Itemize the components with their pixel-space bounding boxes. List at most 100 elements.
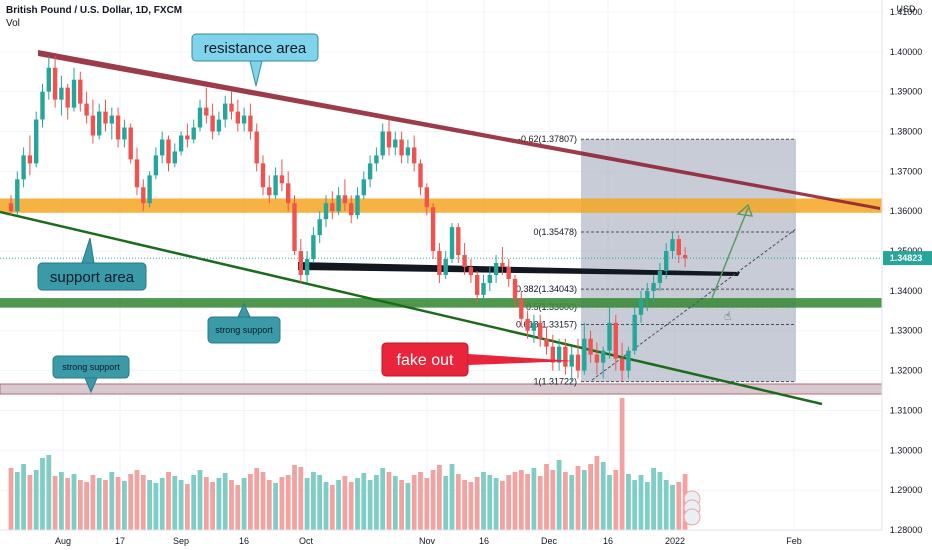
- currency-label: USD: [896, 4, 916, 14]
- volume-bar: [670, 485, 675, 530]
- volume-bar: [185, 484, 190, 530]
- symbol-title[interactable]: British Pound / U.S. Dollar, 1D, FXCM: [6, 5, 183, 16]
- volume-bar: [506, 475, 512, 530]
- volume-bar: [273, 483, 278, 530]
- volume-bar: [525, 474, 530, 530]
- volume-bar: [550, 470, 556, 530]
- volume-bar: [279, 477, 285, 530]
- candle-body: [349, 203, 354, 216]
- candle-body: [424, 187, 429, 208]
- volume-bar: [531, 468, 537, 530]
- volume-bar: [600, 462, 606, 530]
- volume-bar: [71, 474, 77, 530]
- candle-body: [374, 155, 379, 164]
- volume-bar: [317, 475, 323, 530]
- candle-body: [588, 338, 593, 355]
- price-axis-tick: 1.36000: [890, 206, 923, 216]
- volume-indicator-label[interactable]: Vol: [6, 18, 20, 29]
- support-trendline[interactable]: [0, 210, 823, 406]
- candle-body: [664, 251, 669, 271]
- candle-body: [65, 87, 70, 108]
- volume-bar: [260, 472, 266, 530]
- fakeout-callout-pointer: [468, 354, 575, 365]
- volume-bar: [449, 464, 455, 530]
- price-axis-tick: 1.29000: [890, 485, 923, 495]
- volume-bar: [380, 468, 386, 530]
- candle-body: [525, 318, 530, 331]
- volume-bar: [626, 474, 631, 530]
- candle-body: [355, 195, 360, 216]
- price-axis-tick: 1.35000: [890, 246, 923, 256]
- candle-body: [481, 282, 486, 295]
- candle-body: [632, 314, 637, 351]
- price-axis-tick: 1.39000: [890, 87, 923, 97]
- candle-body: [160, 139, 165, 156]
- candle-body: [204, 107, 209, 116]
- volume-bar: [229, 480, 234, 530]
- volume-bar: [311, 472, 316, 530]
- time-axis-tick: Oct: [299, 536, 314, 546]
- volume-bar: [651, 468, 656, 530]
- volume-bar: [361, 473, 367, 530]
- price-axis-tick: 1.30000: [890, 445, 923, 455]
- resistance-callout-label: resistance area: [204, 40, 307, 57]
- time-axis-tick: Aug: [55, 536, 71, 546]
- candle-body: [682, 255, 688, 259]
- strong-support-callout-2-label: strong support: [62, 362, 120, 372]
- price-axis-tick: 1.34000: [890, 286, 923, 296]
- volume-bar: [418, 472, 423, 530]
- volume-bar: [59, 472, 64, 530]
- candle-body: [544, 338, 549, 347]
- volume-bar: [437, 465, 442, 530]
- volume-bar: [266, 480, 272, 530]
- fib-retracement-box[interactable]: [581, 139, 796, 382]
- volume-bar: [216, 478, 222, 530]
- time-axis-tick: Sep: [173, 536, 189, 546]
- volume-bar: [544, 464, 549, 530]
- volume-bar: [581, 470, 587, 530]
- price-axis-tick: 1.41000: [890, 7, 923, 17]
- candle-body: [178, 135, 184, 152]
- candle-body: [619, 358, 625, 371]
- candle-body: [651, 282, 656, 291]
- support-callout-label: support area: [50, 269, 135, 286]
- time-axis-tick: 17: [115, 536, 125, 546]
- resistance-callout-pointer: [249, 60, 263, 87]
- candle-body: [412, 147, 417, 164]
- candle-body: [607, 322, 612, 351]
- candle-body: [90, 115, 96, 136]
- volume-bar: [342, 476, 348, 530]
- price-axis-tick: 1.33000: [890, 326, 923, 336]
- volume-bar: [254, 468, 260, 530]
- candle-body: [46, 67, 51, 92]
- candle-body: [342, 195, 348, 204]
- volume-bar: [588, 464, 593, 530]
- strong-support-callout-2-pointer: [84, 377, 98, 394]
- time-axis-tick: 16: [603, 536, 613, 546]
- volume-bar: [292, 465, 297, 530]
- candle-body: [248, 115, 253, 132]
- black-trendline[interactable]: [298, 262, 740, 276]
- candle-body: [676, 239, 681, 256]
- target-arrow-line[interactable]: [711, 207, 749, 299]
- current-price-tag[interactable]: [883, 251, 932, 266]
- volume-bar: [90, 475, 96, 530]
- volume-bar: [147, 480, 152, 530]
- volume-bar: [569, 475, 575, 530]
- candle-body: [462, 255, 467, 267]
- candle-body: [210, 115, 215, 132]
- volume-bar: [96, 478, 102, 530]
- fib-level-label: 0.618(1.33157): [516, 319, 577, 329]
- candle-body: [582, 338, 587, 371]
- resistance-trendline[interactable]: [38, 50, 880, 210]
- event-flag-icon[interactable]: [683, 508, 701, 526]
- volume-bar: [355, 478, 360, 530]
- candle-body: [311, 235, 316, 260]
- candle-body: [569, 354, 574, 367]
- volume-bar: [27, 475, 33, 530]
- projection-dashed-line: [591, 228, 797, 381]
- volume-bar: [537, 476, 543, 530]
- volume-bar: [14, 472, 20, 530]
